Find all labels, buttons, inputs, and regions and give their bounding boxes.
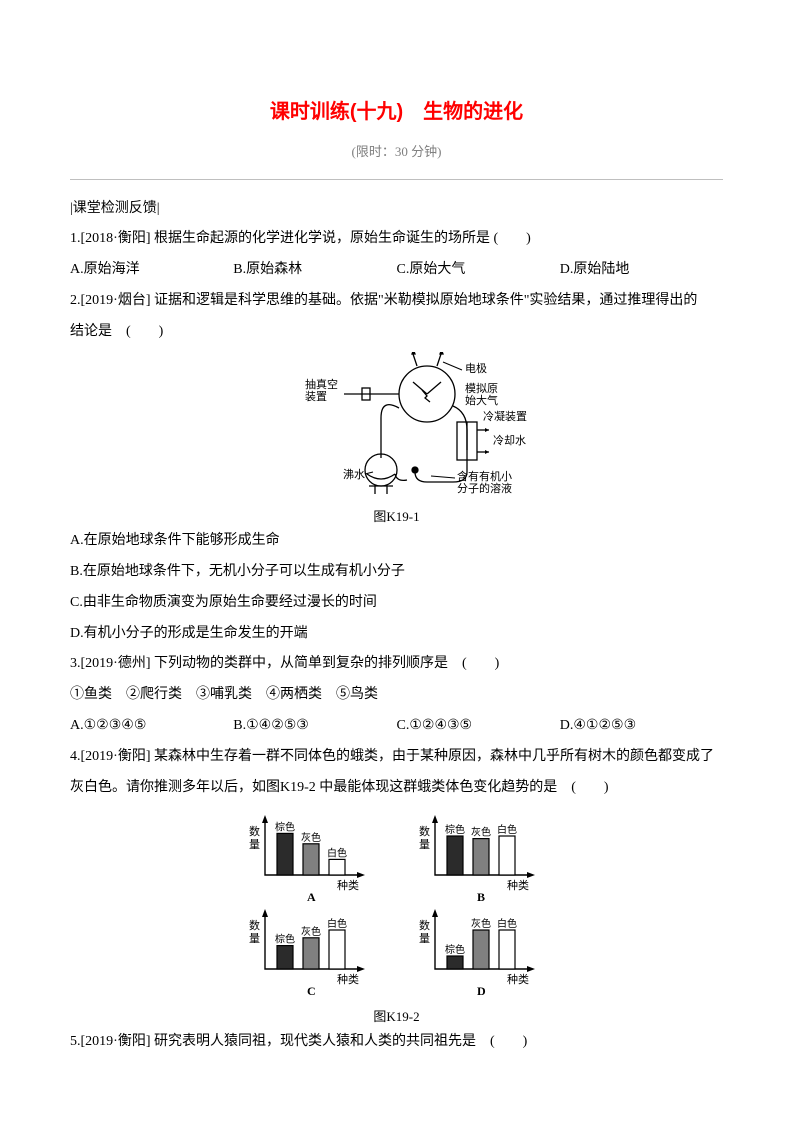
svg-text:棕色: 棕色 — [275, 933, 295, 946]
q1-option-a: A.原始海洋 — [70, 255, 233, 286]
svg-text:量: 量 — [419, 838, 430, 851]
svg-text:量: 量 — [419, 932, 430, 945]
q2-label-electrode: 电极 — [465, 361, 487, 375]
svg-text:灰色: 灰色 — [301, 831, 321, 844]
q5-stem: 5.[2019·衡阳] 研究表明人猿同祖，现代类人猿和人类的共同祖先是 ( ) — [70, 1027, 723, 1058]
q4-stem-line2: 灰白色。请你推测多年以后，如图K19-2 中最能体现这群蛾类体色变化趋势的是 (… — [70, 773, 723, 804]
q3-option-c: C.①②④③⑤ — [397, 711, 560, 742]
q1-options: A.原始海洋 B.原始森林 C.原始大气 D.原始陆地 — [70, 255, 723, 286]
svg-text:D: D — [477, 984, 486, 998]
svg-text:棕色: 棕色 — [445, 943, 465, 956]
q2-option-a: A.在原始地球条件下能够形成生命 — [70, 526, 723, 557]
q2-option-c: C.由非生命物质演变为原始生命要经过漫长的时间 — [70, 588, 723, 619]
svg-text:种类: 种类 — [337, 972, 359, 986]
divider — [70, 179, 723, 180]
svg-text:灰色: 灰色 — [301, 925, 321, 938]
svg-text:A: A — [307, 890, 316, 904]
q3-list: ①鱼类 ②爬行类 ③哺乳类 ④两栖类 ⑤鸟类 — [70, 680, 723, 711]
svg-text:白色: 白色 — [327, 847, 347, 860]
q2-option-d: D.有机小分子的形成是生命发生的开端 — [70, 619, 723, 650]
svg-text:B: B — [477, 890, 485, 904]
q3-option-d: D.④①②⑤③ — [560, 711, 723, 742]
q2-figure-caption: 图K19-1 — [70, 507, 723, 527]
q1-option-c: C.原始大气 — [397, 255, 560, 286]
svg-text:数: 数 — [419, 919, 430, 932]
q2-label-solution: 含有有机小 — [457, 469, 512, 483]
q2-label-coolant: 冷却水 — [493, 434, 526, 447]
page-title: 课时训练(十九) 生物的进化 — [70, 90, 723, 138]
q2-figure: 抽真空 装置 电极 模拟原 始大气 冷凝装置 冷却水 沸水 含有有机小 分子的溶… — [70, 348, 723, 527]
q1-option-b: B.原始森林 — [233, 255, 396, 286]
q2-label-simgas: 模拟原 — [465, 381, 498, 395]
svg-text:棕色: 棕色 — [275, 821, 295, 834]
q3-options: A.①②③④⑤ B.①④②⑤③ C.①②④③⑤ D.④①②⑤③ — [70, 711, 723, 742]
svg-text:数: 数 — [249, 919, 260, 932]
svg-text:白色: 白色 — [327, 917, 347, 930]
q4-figure: 数量种类棕色灰色白色A数量种类棕色灰色白色B数量种类棕色灰色白色C数量种类棕色灰… — [70, 803, 723, 1027]
q4-figure-caption: 图K19-2 — [70, 1007, 723, 1027]
svg-text:灰色: 灰色 — [471, 826, 491, 839]
svg-text:种类: 种类 — [507, 878, 529, 892]
svg-text:白色: 白色 — [497, 823, 517, 836]
q2-label-condenser: 冷凝装置 — [483, 409, 527, 423]
q2-label-vacuum: 抽真空 — [305, 377, 338, 391]
svg-text:始大气: 始大气 — [465, 393, 498, 407]
svg-text:种类: 种类 — [507, 972, 529, 986]
q2-label-boil: 沸水 — [343, 468, 365, 481]
svg-text:数: 数 — [249, 825, 260, 838]
q1-stem: 1.[2018·衡阳] 根据生命起源的化学进化学说，原始生命诞生的场所是 ( ) — [70, 224, 723, 255]
q4-stem-line1: 4.[2019·衡阳] 某森林中生存着一群不同体色的蛾类，由于某种原因，森林中几… — [70, 742, 723, 773]
svg-text:C: C — [307, 984, 316, 998]
q2-stem-line2: 结论是 ( ) — [70, 317, 723, 348]
svg-text:白色: 白色 — [497, 917, 517, 930]
svg-text:数: 数 — [419, 825, 430, 838]
svg-text:装置: 装置 — [305, 390, 327, 403]
svg-text:棕色: 棕色 — [445, 823, 465, 836]
svg-text:量: 量 — [249, 838, 260, 851]
q3-stem: 3.[2019·德州] 下列动物的类群中，从简单到复杂的排列顺序是 ( ) — [70, 649, 723, 680]
svg-text:灰色: 灰色 — [471, 917, 491, 930]
q2-option-b: B.在原始地球条件下，无机小分子可以生成有机小分子 — [70, 557, 723, 588]
q3-option-b: B.①④②⑤③ — [233, 711, 396, 742]
svg-text:种类: 种类 — [337, 878, 359, 892]
q2-stem-line1: 2.[2019·烟台] 证据和逻辑是科学思维的基础。依据"米勒模拟原始地球条件"… — [70, 286, 723, 317]
svg-text:分子的溶液: 分子的溶液 — [457, 481, 512, 495]
section-label: |课堂检测反馈| — [70, 194, 723, 225]
svg-text:量: 量 — [249, 932, 260, 945]
q3-option-a: A.①②③④⑤ — [70, 711, 233, 742]
time-limit: (限时：30 分钟) — [70, 138, 723, 179]
q1-option-d: D.原始陆地 — [560, 255, 723, 286]
